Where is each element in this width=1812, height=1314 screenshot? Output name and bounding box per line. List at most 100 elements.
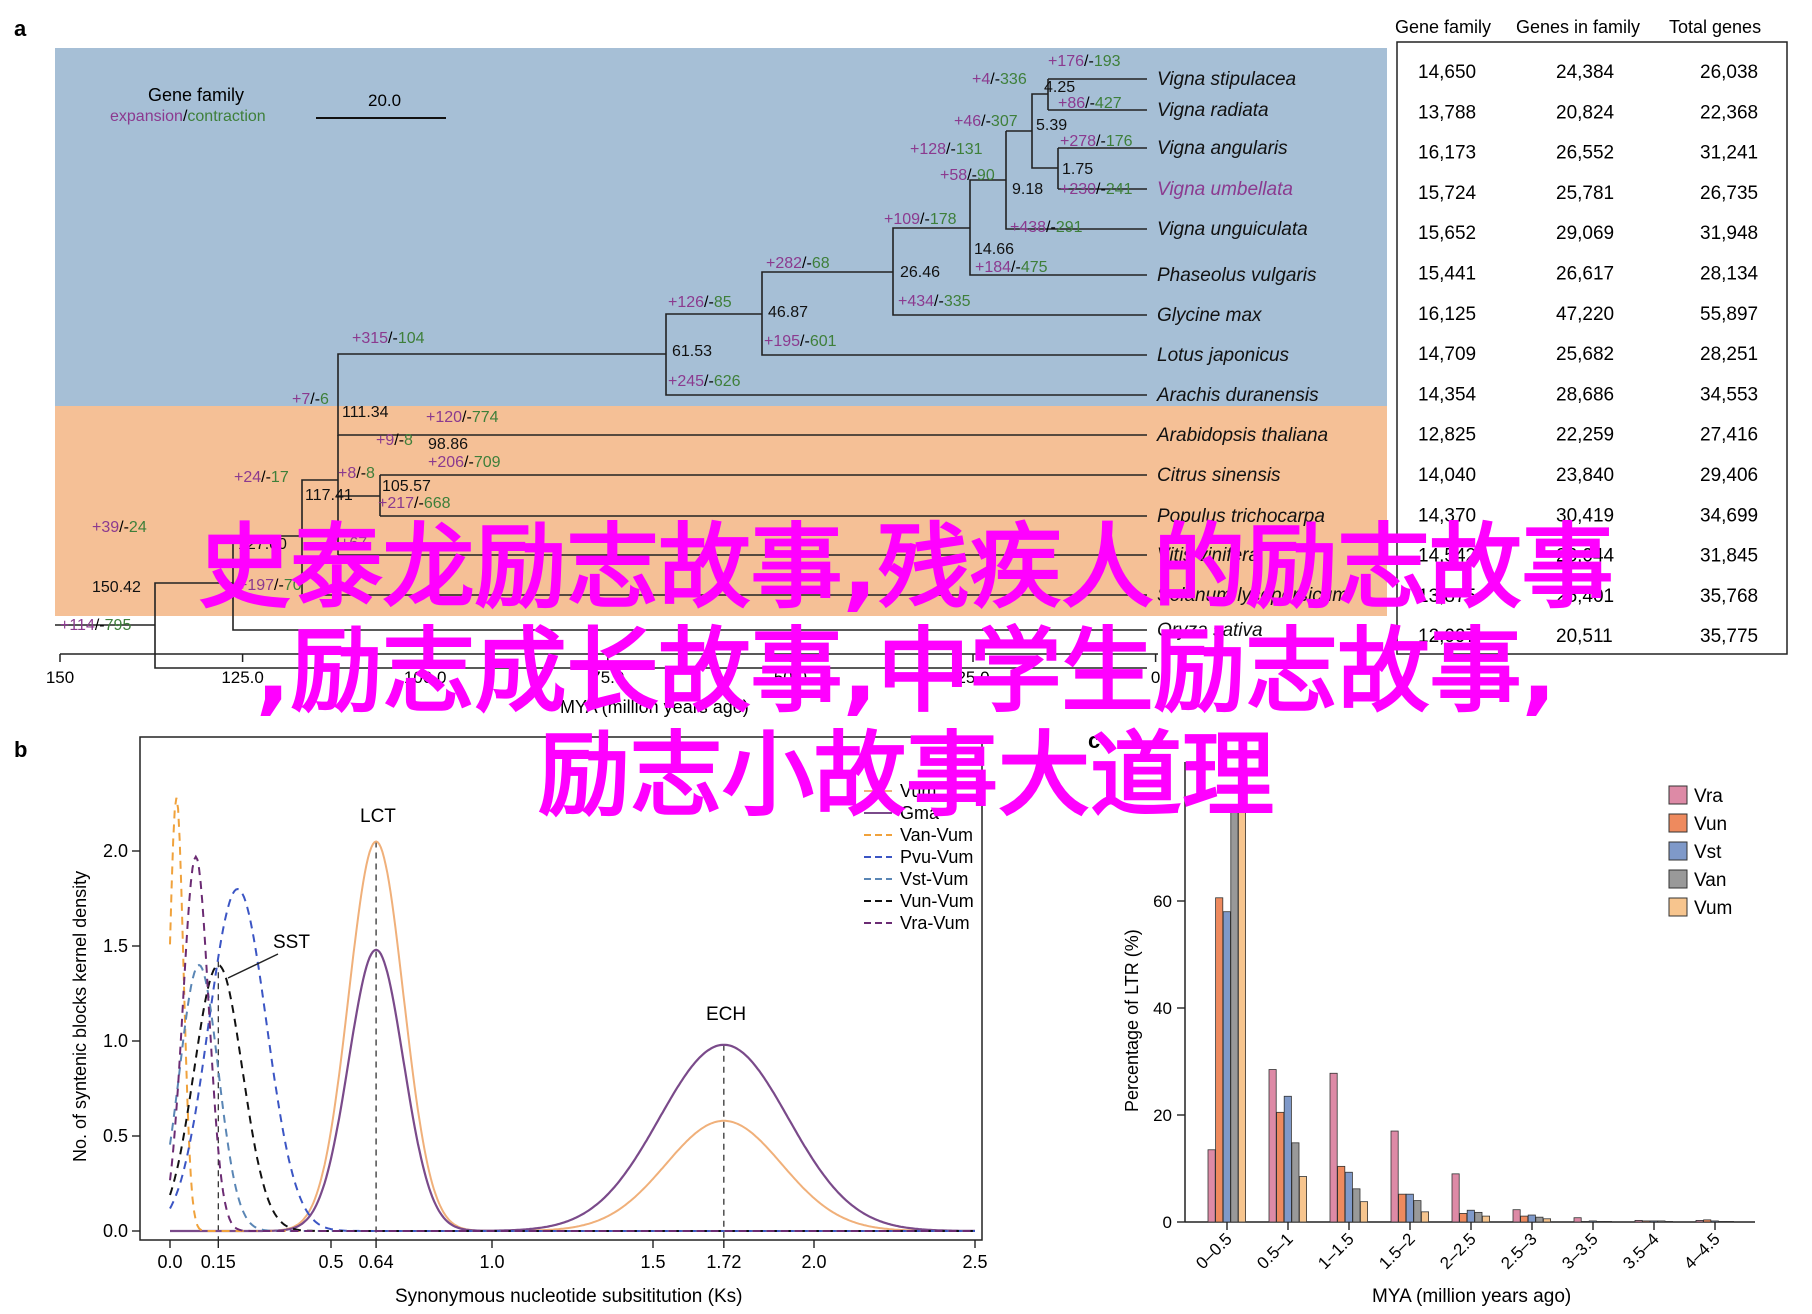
density-legend-label: Pvu-Vum [900,847,973,867]
species-label: Phaseolus vulgaris [1157,265,1317,286]
ltr-bar-van [1474,1211,1483,1223]
legend-expansion: expansion [110,108,183,125]
peak-label-ech: ECH [706,1004,746,1025]
peak-label-lct: LCT [360,806,396,827]
ltr-legend-swatch [1668,785,1688,805]
time-tick-label: 75.0 [591,668,624,687]
ltr-legend-label: Van [1694,870,1726,891]
node-age: 150.42 [92,579,141,596]
ltr-y-tick-label: 0 [1163,1213,1172,1232]
ltr-bar-van [1413,1200,1422,1223]
ltr-bar-vra [1268,1069,1277,1223]
branch-change: +197/-70 [238,577,302,594]
table-cell-genes: 23,840 [1556,465,1614,486]
table-cell-total: 55,897 [1700,304,1758,325]
ltr-bar-van [1230,806,1239,1223]
table-cell-family: 14,650 [1418,62,1476,83]
ltr-x-tick-label: 0.5–1 [1253,1229,1297,1273]
time-tick-label: 150 [46,668,74,687]
table-cell-total: 31,241 [1700,143,1758,164]
density-x-tick-label: 0.0 [157,1252,182,1272]
table-cell-total: 26,735 [1700,183,1758,204]
density-curve-van-vum [169,797,975,1232]
node-age: 26.46 [900,264,940,281]
table-cell-genes: 20,824 [1556,102,1615,123]
density-y-tick-label: 0.5 [103,1126,128,1146]
node-age-labels: 4.25 5.39 1.75 9.18 14.66 26.46 46.87 61… [92,79,1093,596]
peak-label-sst: SST [273,932,310,953]
ltr-x-tick-label: 2.5–3 [1497,1229,1541,1273]
ltr-bar-chart: 0–0.5 0.5–1 1–1.5 1.5–2 2–2.5 2.5–3 3–3.5 3.5–4… [1122,762,1755,1307]
density-y-tick-label: 2.0 [103,841,128,861]
table-cell-family: 14,709 [1418,344,1476,365]
species-label: Vigna radiata [1157,100,1269,121]
density-plot: 0.0 0.15 0.5 0.64 1.0 1.5 1.72 2.0 2.5 0.0 0.5 1.0 1… [70,736,988,1307]
ltr-y-tick-label: 40 [1153,999,1172,1018]
species-label: Vigna umbellata [1157,179,1293,200]
species-label: Arabidopsis thaliana [1156,425,1328,446]
table-cell-family: 13,875 [1418,586,1476,607]
node-age: 61.53 [672,343,712,360]
branch-change: +206/-709 [428,454,501,471]
density-y-tick-label: 1.0 [103,1031,128,1051]
table-cell-total: 26,038 [1700,62,1758,83]
ltr-bar-vst [1710,1220,1719,1223]
density-legend-label: Vum [900,781,936,801]
branch-change: +315/-104 [352,330,425,347]
species-label: Vigna angularis [1157,138,1288,159]
branch-change: +176/-193 [1048,53,1121,70]
table-cell-family: 14,040 [1418,465,1476,486]
ltr-y-label: Percentage of LTR (%) [1122,929,1142,1112]
time-axis-label: MYA (million years ago) [560,697,749,717]
ltr-bar-vra [1573,1217,1582,1223]
phylogenetic-tree [55,78,1147,669]
ltr-legend-label: Vst [1694,842,1722,863]
density-x-tick-label: 0.64 [359,1252,394,1272]
branch-change: +195/-601 [764,333,837,350]
panel-c-letter: c [1088,728,1100,753]
density-plot-frame [139,736,983,1241]
branch-change: +39/-24 [92,519,147,536]
ltr-bar-vst [1527,1214,1536,1223]
scale-bar-label: 20.0 [368,91,401,110]
species-label: Glycine max [1157,305,1263,326]
branch-change: +114/-795 [60,617,131,634]
ltr-bar-vst [1588,1220,1597,1223]
time-tick-label: 0 [1151,668,1160,687]
sst-pointer [227,953,279,979]
ltr-bar-vra [1329,1072,1338,1223]
density-x-tick-label: 1.72 [706,1252,741,1272]
ltr-bar-vum [1604,1221,1613,1223]
ltr-x-tick-label: 3.5–4 [1619,1229,1663,1273]
ltr-bar-vum [1543,1218,1552,1223]
ltr-legend-swatch [1668,869,1688,889]
genome-table: Gene family Genes in family Total genes … [1395,17,1788,655]
ltr-bar-vst [1466,1209,1475,1223]
table-cell-family: 14,370 [1418,505,1476,526]
branch-change: +184/-475 [975,259,1048,276]
ltr-bar-vun [1215,897,1224,1223]
table-cell-genes: 25,401 [1556,586,1614,607]
ltr-y-tick-label: 60 [1153,892,1172,911]
species-label: Vigna stipulacea [1157,69,1296,90]
table-cell-genes: 24,384 [1556,62,1615,83]
branch-change: +67 [340,535,367,552]
ltr-bar-vun [1276,1111,1285,1223]
species-label: Lotus japonicus [1157,345,1290,366]
ltr-bar-vst [1649,1220,1658,1223]
ltr-legend-label: Vra [1694,786,1723,807]
ltr-x-tick-label: 1–1.5 [1314,1229,1358,1273]
branch-change-labels: +176/-193 +4/-336 +86/-427 +46/-307 +278… [60,53,1133,634]
species-label: Solanum lycopersicum [1157,585,1348,606]
table-cell-genes: 26,552 [1556,143,1614,164]
outgroup-background [55,406,1387,616]
table-cell-genes: 22,259 [1556,425,1614,446]
node-age: 5.39 [1036,117,1067,134]
branch-change: +24/-17 [234,469,289,486]
density-curve-vum [170,840,975,1232]
ltr-bar-vra [1512,1209,1521,1223]
branch-change: +245/-626 [668,373,741,390]
branch-change: +128/-131 [910,141,983,158]
density-y-tick-label: 0.0 [103,1221,128,1241]
time-tick-label: 25.0 [956,668,989,687]
